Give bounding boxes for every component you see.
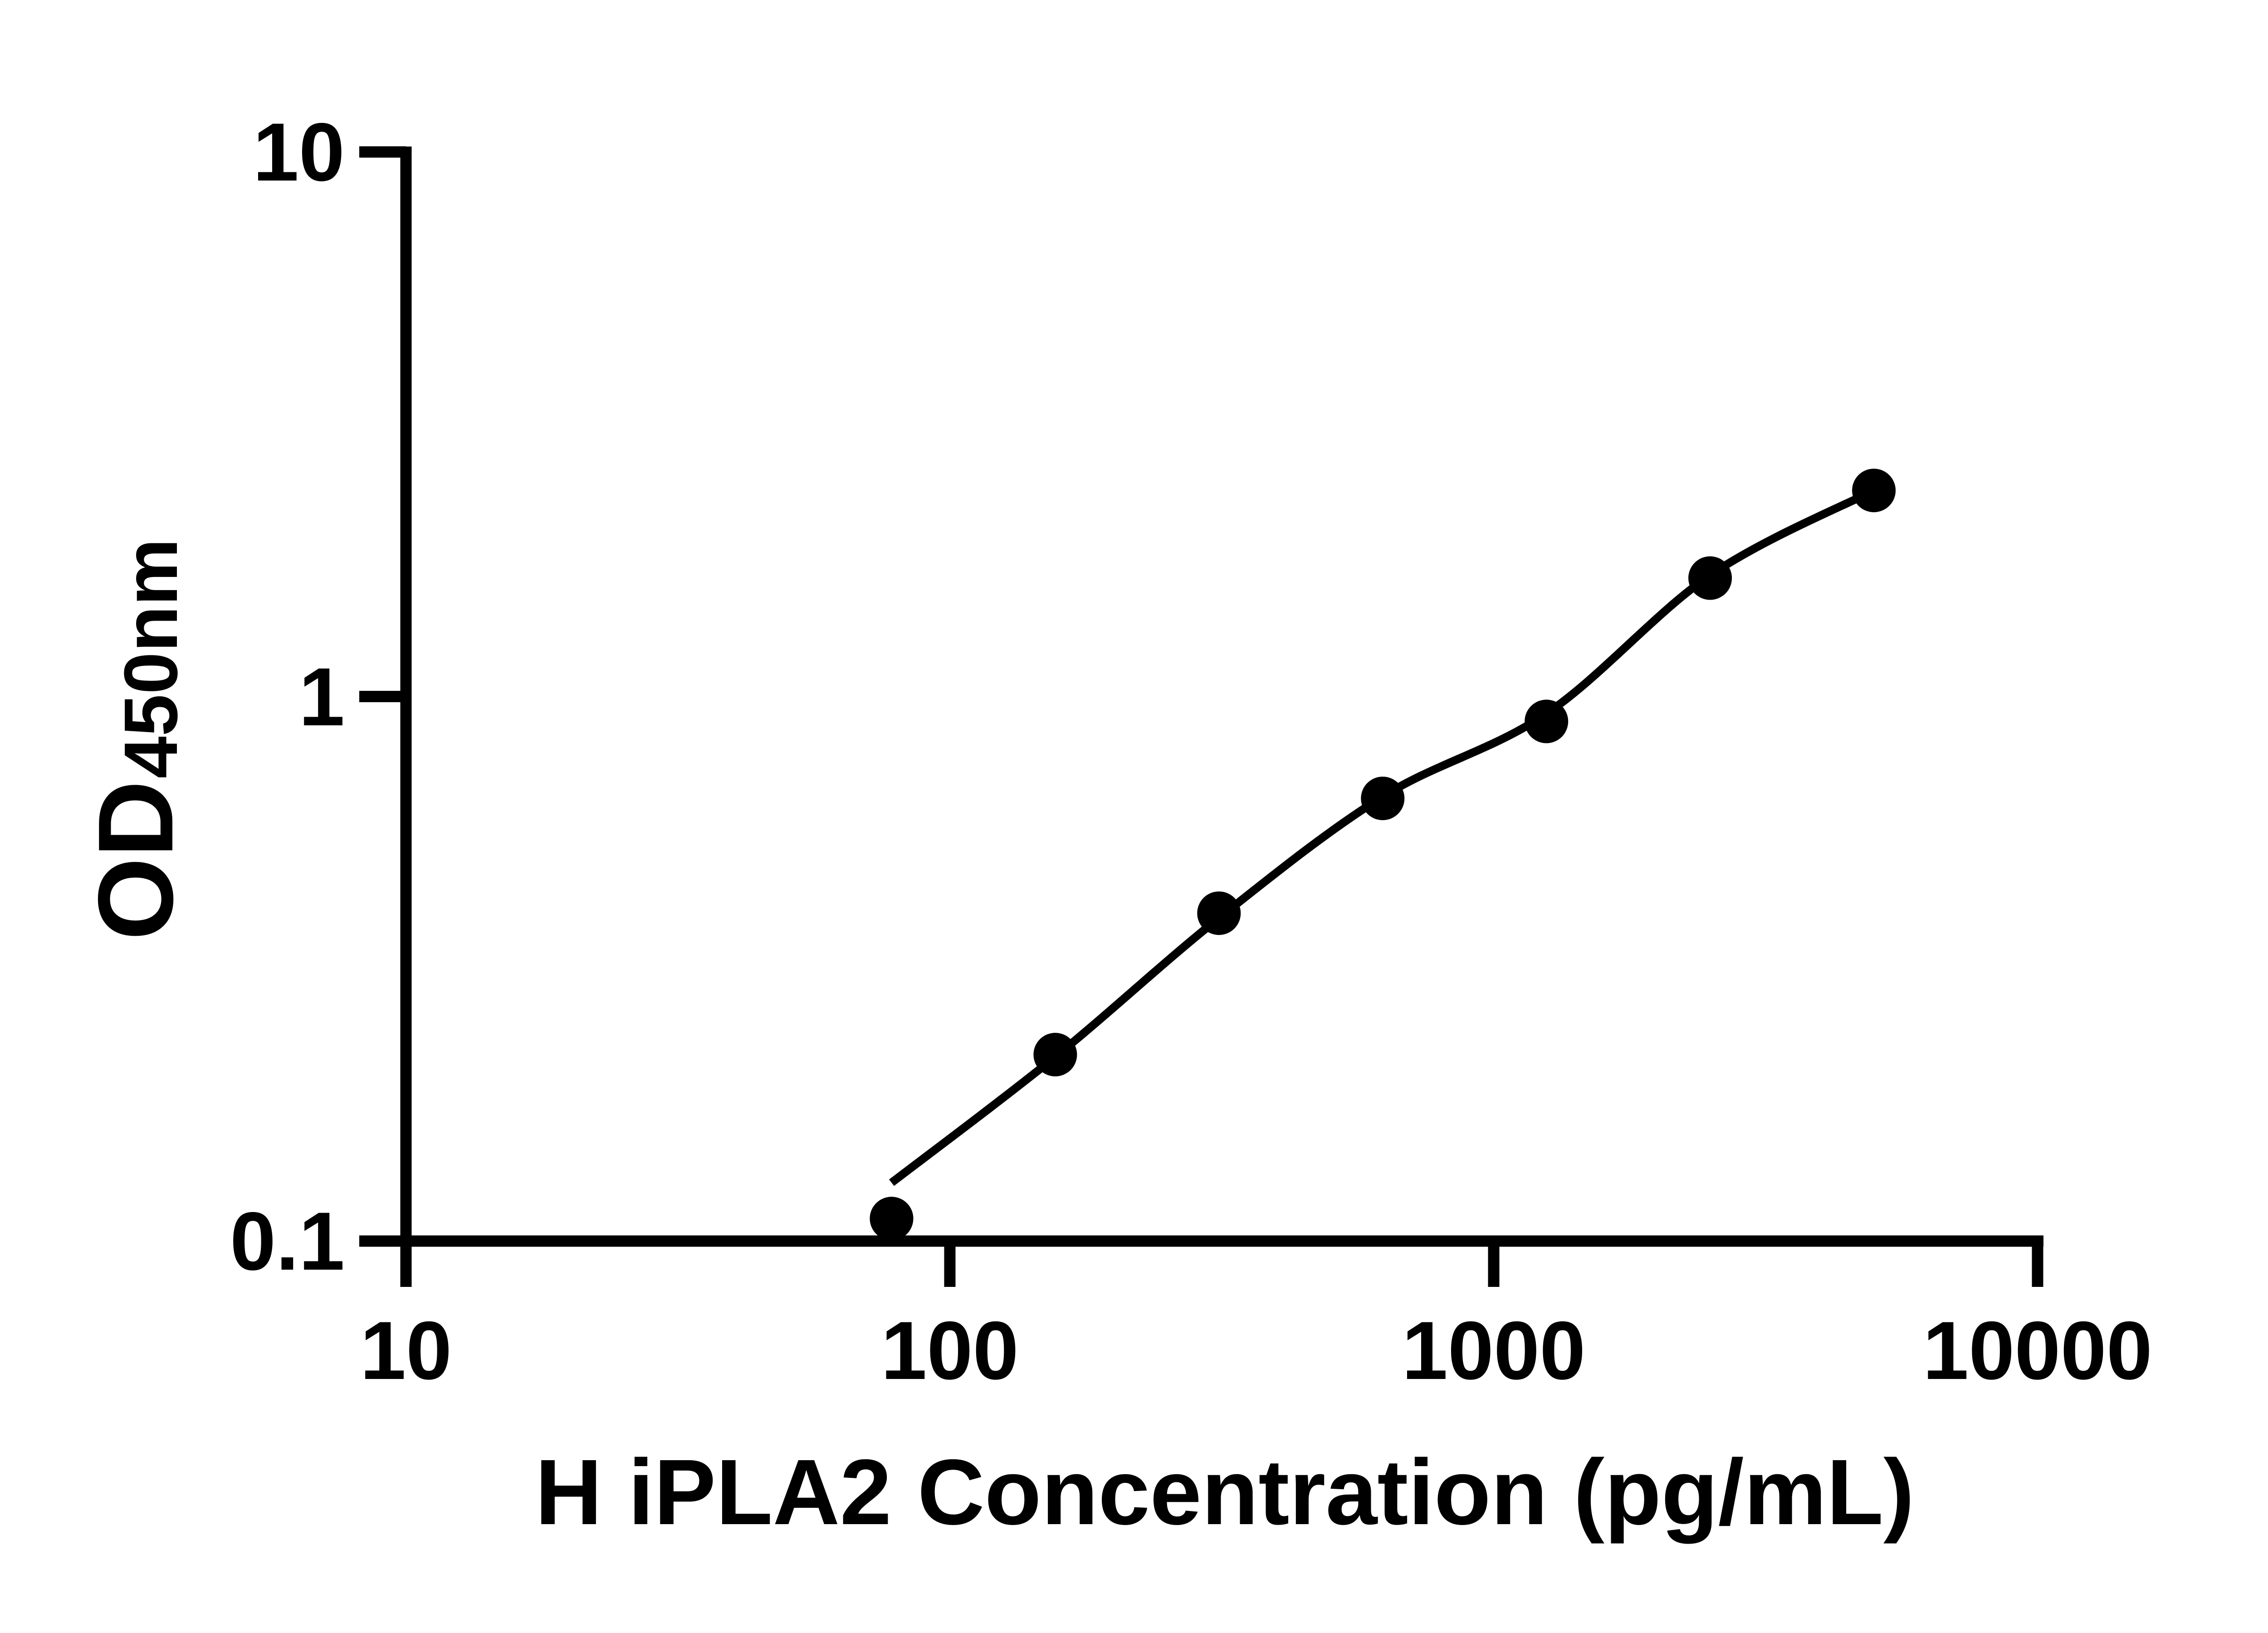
data-point-1250pg	[1525, 699, 1569, 743]
x-axis-title: H iPLA2 Concentration (pg/mL)	[535, 1440, 1915, 1544]
y-axis-title-base: OD	[76, 781, 195, 941]
data-point-78.125pg	[870, 1197, 914, 1241]
x-tick-label-100: 100	[881, 1304, 1019, 1397]
x-tick-label-10: 10	[360, 1304, 452, 1397]
data-point-625pg	[1361, 777, 1405, 821]
y-axis-title-subscript: 450nm	[109, 538, 193, 778]
y-tick-label-10: 10	[253, 106, 345, 198]
y-tick-label-0.1: 0.1	[230, 1195, 345, 1287]
data-point-156.25pg	[1033, 1032, 1077, 1076]
plot-geometry	[359, 146, 2043, 1287]
y-tick-label-1: 1	[299, 650, 345, 743]
data-point-5000pg	[1852, 469, 1896, 513]
x-tick-label-1000: 1000	[1402, 1304, 1586, 1397]
data-point-312.5pg	[1197, 891, 1241, 935]
data-point-2500pg	[1688, 556, 1732, 600]
x-tick-label-10000: 10000	[1923, 1304, 2152, 1397]
fit-curve	[889, 487, 1876, 1186]
y-axis-title: OD 450nm	[76, 538, 195, 940]
